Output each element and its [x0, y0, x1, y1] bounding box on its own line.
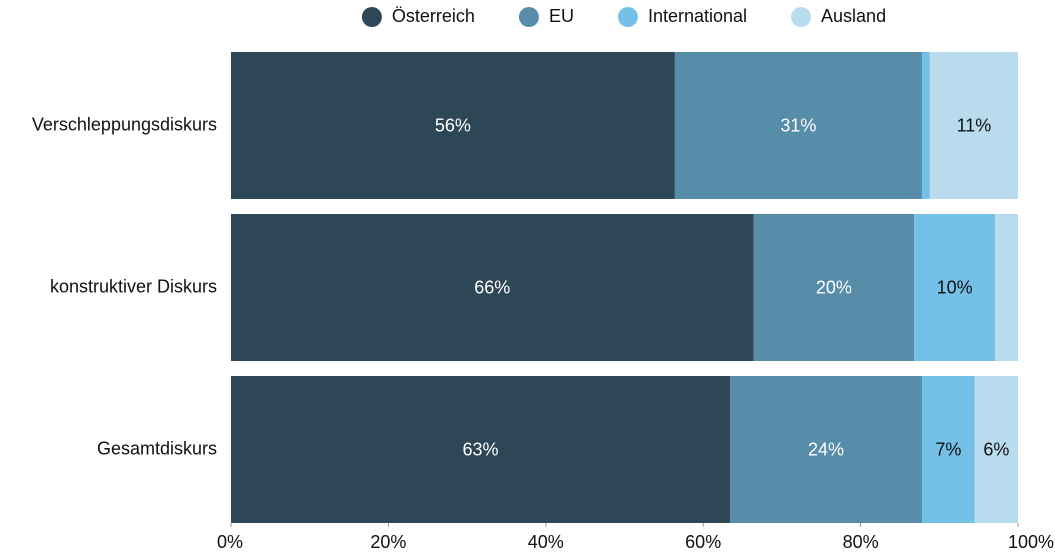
data-label: 63%: [462, 439, 498, 459]
data-label: 7%: [935, 439, 961, 459]
legend-label: Österreich: [392, 6, 475, 26]
bar-segment: [729, 376, 922, 523]
bar-segment: [231, 214, 754, 361]
x-tick-label: 0%: [217, 532, 243, 552]
y-tick-label: Verschleppungsdiskurs: [32, 114, 217, 134]
legend-marker: [518, 7, 539, 27]
legend-label: Ausland: [821, 6, 886, 26]
data-label: 24%: [808, 439, 844, 459]
bar-segment: [921, 376, 975, 523]
data-label: 56%: [435, 115, 471, 135]
data-label: 11%: [957, 115, 992, 135]
bar-segment: [231, 376, 730, 523]
legend-marker: [617, 7, 638, 27]
y-tick-label: konstruktiver Diskurs: [50, 276, 217, 296]
x-tick-label: 20%: [370, 532, 406, 552]
bar-segment: [974, 376, 1018, 523]
bar-segment: [921, 52, 930, 199]
bar-segment: [753, 214, 915, 361]
data-label: 20%: [816, 277, 852, 297]
data-label: 10%: [937, 277, 973, 297]
bar-segment: [674, 52, 922, 199]
x-tick-label: 100%: [1008, 532, 1054, 552]
legend-label: EU: [549, 6, 574, 26]
data-label: 66%: [474, 277, 510, 297]
bar-segment: [995, 214, 1018, 361]
bar-segment: [231, 52, 675, 199]
x-tick-label: 80%: [843, 532, 879, 552]
data-label: 6%: [983, 439, 1009, 459]
legend-label: International: [648, 6, 747, 26]
y-tick-label: Gesamtdiskurs: [97, 438, 217, 458]
x-tick-label: 60%: [685, 532, 721, 552]
x-tick-label: 40%: [528, 532, 564, 552]
bar-segment: [914, 214, 996, 361]
legend-marker: [791, 7, 812, 27]
bar-segment: [929, 52, 1018, 199]
data-label: 31%: [780, 115, 816, 135]
legend-marker: [361, 7, 382, 27]
